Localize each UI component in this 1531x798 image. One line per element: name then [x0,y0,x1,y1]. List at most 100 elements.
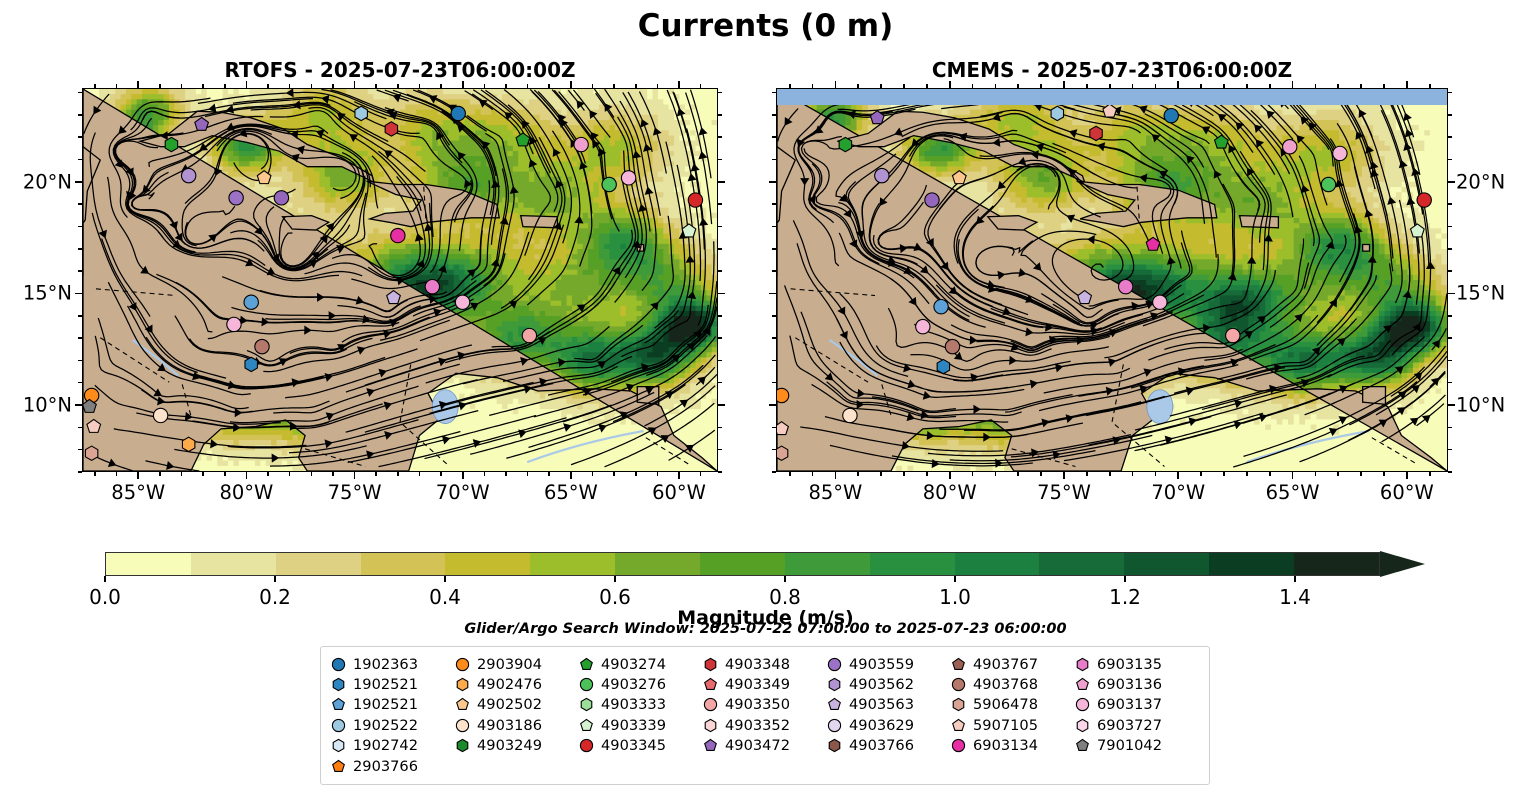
map-marker-4903350[interactable] [521,327,538,344]
legend-item[interactable]: 4903274 [579,654,703,674]
legend-marker-circle-icon[interactable] [827,718,842,733]
map-marker-6903136[interactable] [573,136,589,153]
map-marker-4902502[interactable] [256,169,272,185]
legend-item[interactable]: 6903134 [951,736,1075,756]
map-marker-1902522[interactable] [354,105,368,122]
map-marker-6903134[interactable] [390,227,406,244]
map-marker-4903276[interactable] [838,136,853,153]
legend-marker-circle-icon[interactable] [331,718,346,733]
legend-item[interactable]: 4903350 [703,695,827,715]
legend-marker-pentagon-icon[interactable] [704,738,717,752]
legend-marker-circle-icon[interactable] [951,739,966,753]
map-marker-4903339[interactable] [681,223,697,238]
legend-marker-pentagon-icon[interactable] [952,657,965,670]
map-marker-6903134[interactable] [1145,236,1161,251]
legend-marker-pentagon-icon[interactable] [1076,677,1089,691]
map-marker-4903562[interactable] [874,167,890,184]
legend-marker-hexagon-icon[interactable] [332,677,345,692]
legend-marker-pentagon-icon[interactable] [332,759,345,772]
float-legend[interactable]: 1902363 2903904 4903274 4903348 4903559 49037… [320,646,1210,786]
map-marker-4902502[interactable] [951,169,967,185]
legend-marker-pentagon-icon[interactable] [580,718,593,731]
legend-item[interactable]: 6903135 [1075,654,1199,674]
legend-marker-hexagon-icon[interactable] [1076,718,1089,733]
legend-marker-hexagon-icon[interactable] [828,739,841,753]
legend-item[interactable]: 1902521 [331,695,455,715]
map-marker-1902363[interactable] [1163,107,1179,124]
legend-marker-hexagon-icon[interactable] [1076,657,1089,671]
legend-item[interactable]: 4903352 [703,715,827,735]
map-marker-1902363[interactable] [450,105,466,122]
legend-marker-circle-icon[interactable] [703,698,718,712]
legend-item[interactable]: 4903559 [827,654,951,674]
map-marker-4903274[interactable] [515,132,531,147]
legend-item[interactable]: 4902476 [455,674,579,694]
map-marker-4903472[interactable] [869,110,885,125]
map-marker-4902476[interactable] [181,436,196,453]
map-marker-6903727[interactable] [1152,294,1168,310]
legend-item[interactable]: 4903339 [579,715,703,735]
legend-item[interactable]: 4903629 [827,715,951,735]
legend-marker-circle-icon[interactable] [331,657,346,671]
legend-marker-pentagon-icon[interactable] [456,698,469,711]
legend-item[interactable]: 4903766 [827,736,951,756]
legend-marker-circle-icon[interactable] [579,677,594,692]
map-marker-6903137[interactable] [620,170,637,186]
map-panel-rtofs[interactable] [82,88,718,472]
map-marker-5906478[interactable] [777,445,789,462]
map-marker-1902522[interactable] [1050,105,1065,122]
map-marker-1902521[interactable] [244,356,258,373]
map-marker-4903629[interactable] [273,190,290,206]
map-marker-4903563[interactable] [386,289,402,305]
legend-marker-circle-icon[interactable] [455,718,470,733]
legend-marker-pentagon-icon[interactable] [704,677,717,691]
map-marker-6903137[interactable] [226,316,242,333]
map-marker-4903768[interactable] [254,338,270,355]
legend-marker-hexagon-icon[interactable] [704,718,717,733]
legend-item[interactable]: 1902363 [331,654,455,674]
map-marker-4903345[interactable] [1416,192,1432,208]
map-marker-2903904[interactable] [777,387,790,404]
legend-marker-pentagon-icon[interactable] [1076,738,1089,752]
map-marker-4903276[interactable] [1320,176,1337,193]
map-marker-1902521[interactable] [933,298,949,315]
legend-item[interactable]: 6903137 [1075,695,1199,715]
legend-marker-hexagon-icon[interactable] [828,677,841,692]
map-marker-6903135[interactable] [424,278,441,295]
legend-item[interactable]: 4903767 [951,654,1075,674]
legend-item[interactable]: 2903904 [455,654,579,674]
map-marker-4903274[interactable] [1213,134,1229,149]
legend-marker-circle-icon[interactable] [455,657,470,671]
legend-item[interactable]: 2903766 [331,756,455,776]
map-marker-4903345[interactable] [687,192,704,208]
legend-marker-hexagon-icon[interactable] [456,739,469,753]
map-marker-6903136[interactable] [1282,139,1298,155]
map-marker-4903186[interactable] [152,407,169,424]
map-marker-4903472[interactable] [194,116,210,131]
map-marker-6903137[interactable] [1332,145,1348,162]
map-marker-5907105[interactable] [1102,103,1118,118]
legend-item[interactable]: 4902502 [455,695,579,715]
legend-item[interactable]: 4903348 [703,654,827,674]
legend-item[interactable]: 1902521 [331,674,455,694]
legend-item[interactable]: 4903249 [455,736,579,756]
legend-marker-hexagon-icon[interactable] [580,698,593,712]
map-panel-cmems[interactable] [776,88,1448,472]
map-marker-5906478[interactable] [84,445,99,462]
legend-marker-circle-icon[interactable] [579,739,594,753]
map-marker-5907105[interactable] [777,420,790,436]
map-marker-7901042[interactable] [83,398,97,413]
legend-marker-hexagon-icon[interactable] [952,698,965,712]
map-marker-4903276[interactable] [601,176,617,193]
map-marker-6903137[interactable] [915,318,931,335]
map-marker-4903186[interactable] [842,407,858,424]
legend-marker-hexagon-icon[interactable] [332,739,345,753]
legend-marker-pentagon-icon[interactable] [332,698,345,711]
map-marker-4903348[interactable] [384,121,399,137]
legend-marker-circle-icon[interactable] [827,657,842,671]
map-marker-1902521[interactable] [936,358,951,375]
legend-item[interactable]: 4903562 [827,674,951,694]
legend-marker-pentagon-icon[interactable] [952,718,965,731]
legend-marker-circle-icon[interactable] [1075,698,1090,712]
legend-marker-hexagon-icon[interactable] [704,657,717,671]
